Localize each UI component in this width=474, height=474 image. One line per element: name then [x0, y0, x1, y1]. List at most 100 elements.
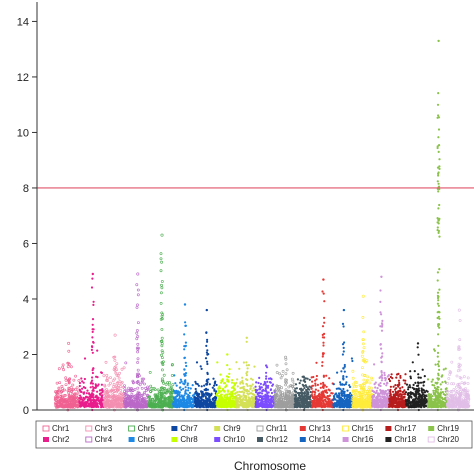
snp-point — [194, 387, 197, 391]
snp-point — [74, 388, 78, 392]
snp-point — [163, 390, 167, 394]
snp-point — [380, 379, 383, 382]
snp-point — [120, 399, 124, 403]
snp-point — [391, 390, 395, 393]
series-chr1 — [53, 341, 81, 412]
snp-point — [343, 396, 346, 400]
snp-point — [148, 403, 152, 407]
snp-point — [238, 398, 241, 401]
snp-point — [278, 372, 282, 376]
snp-point — [238, 394, 241, 397]
snp-point — [87, 405, 90, 408]
snp-point — [323, 300, 326, 303]
snp-point — [339, 397, 343, 400]
snp-point — [91, 345, 94, 349]
snp-point — [98, 402, 101, 405]
snp-point — [80, 390, 83, 394]
snp-point — [246, 401, 249, 404]
snp-point — [373, 398, 376, 401]
snp-point — [125, 389, 129, 393]
snp-point — [322, 384, 326, 387]
snp-point — [179, 378, 182, 381]
snp-point — [321, 355, 324, 358]
snp-point — [82, 386, 85, 389]
snp-point — [163, 400, 167, 404]
snp-point — [323, 316, 326, 319]
snp-point — [302, 379, 305, 382]
snp-point — [294, 387, 297, 390]
snp-point — [81, 387, 84, 390]
snp-point — [397, 385, 400, 388]
snp-point — [109, 399, 113, 403]
snp-point — [246, 378, 249, 382]
snp-point — [140, 379, 144, 383]
snp-point — [135, 337, 139, 341]
snp-point — [114, 394, 118, 398]
snp-point — [136, 335, 140, 338]
snp-point — [70, 405, 74, 409]
snp-point — [89, 382, 92, 385]
snp-point — [275, 363, 279, 367]
snp-point — [176, 394, 179, 397]
snp-point — [71, 402, 75, 406]
snp-point — [174, 390, 177, 393]
snp-point — [365, 359, 369, 363]
snp-point — [381, 392, 384, 395]
snp-point — [371, 399, 374, 402]
snp-point — [236, 406, 239, 409]
snp-point — [404, 373, 407, 376]
snp-point — [333, 402, 336, 405]
snp-point — [91, 399, 94, 402]
snp-point — [298, 382, 301, 385]
snp-point — [100, 402, 103, 405]
snp-point — [250, 404, 253, 407]
peak-point — [136, 272, 140, 276]
snp-point — [215, 383, 218, 387]
snp-point — [173, 374, 176, 377]
snp-point — [322, 292, 325, 295]
snp-point — [114, 371, 118, 375]
snp-point — [220, 381, 223, 384]
snp-point — [384, 402, 387, 405]
snp-point — [91, 385, 94, 388]
peak-point — [160, 233, 164, 237]
snp-point — [68, 398, 72, 402]
snp-point — [185, 392, 188, 395]
snp-point — [264, 394, 267, 397]
snp-point — [135, 329, 139, 332]
snp-point — [310, 376, 313, 379]
snp-point — [228, 405, 231, 408]
snp-point — [76, 405, 79, 409]
snp-point — [314, 382, 317, 385]
snp-point — [63, 394, 66, 397]
snp-point — [382, 405, 385, 408]
snp-point — [107, 389, 111, 393]
snp-point — [380, 347, 383, 350]
snp-point — [241, 379, 244, 382]
snp-point — [108, 396, 112, 399]
snp-point — [196, 394, 199, 397]
snp-point — [136, 357, 140, 361]
snp-point — [149, 384, 153, 388]
snp-point — [403, 396, 406, 399]
snp-point — [383, 371, 386, 374]
snp-point — [160, 260, 164, 264]
snp-point — [388, 405, 391, 408]
snp-point — [373, 363, 376, 366]
snp-point — [184, 379, 187, 382]
snp-point — [305, 388, 308, 392]
snp-point — [131, 380, 135, 384]
snp-point — [275, 390, 279, 394]
snp-point — [73, 392, 77, 396]
snp-point — [305, 404, 308, 407]
snp-point — [398, 398, 401, 401]
series-chr9 — [235, 336, 257, 412]
snp-point — [94, 385, 98, 389]
snp-point — [114, 400, 118, 404]
snp-point — [83, 357, 87, 360]
snp-point — [136, 361, 140, 364]
snp-point — [233, 405, 236, 408]
snp-point — [303, 387, 306, 390]
snp-point — [117, 399, 121, 402]
snp-point — [253, 365, 256, 368]
